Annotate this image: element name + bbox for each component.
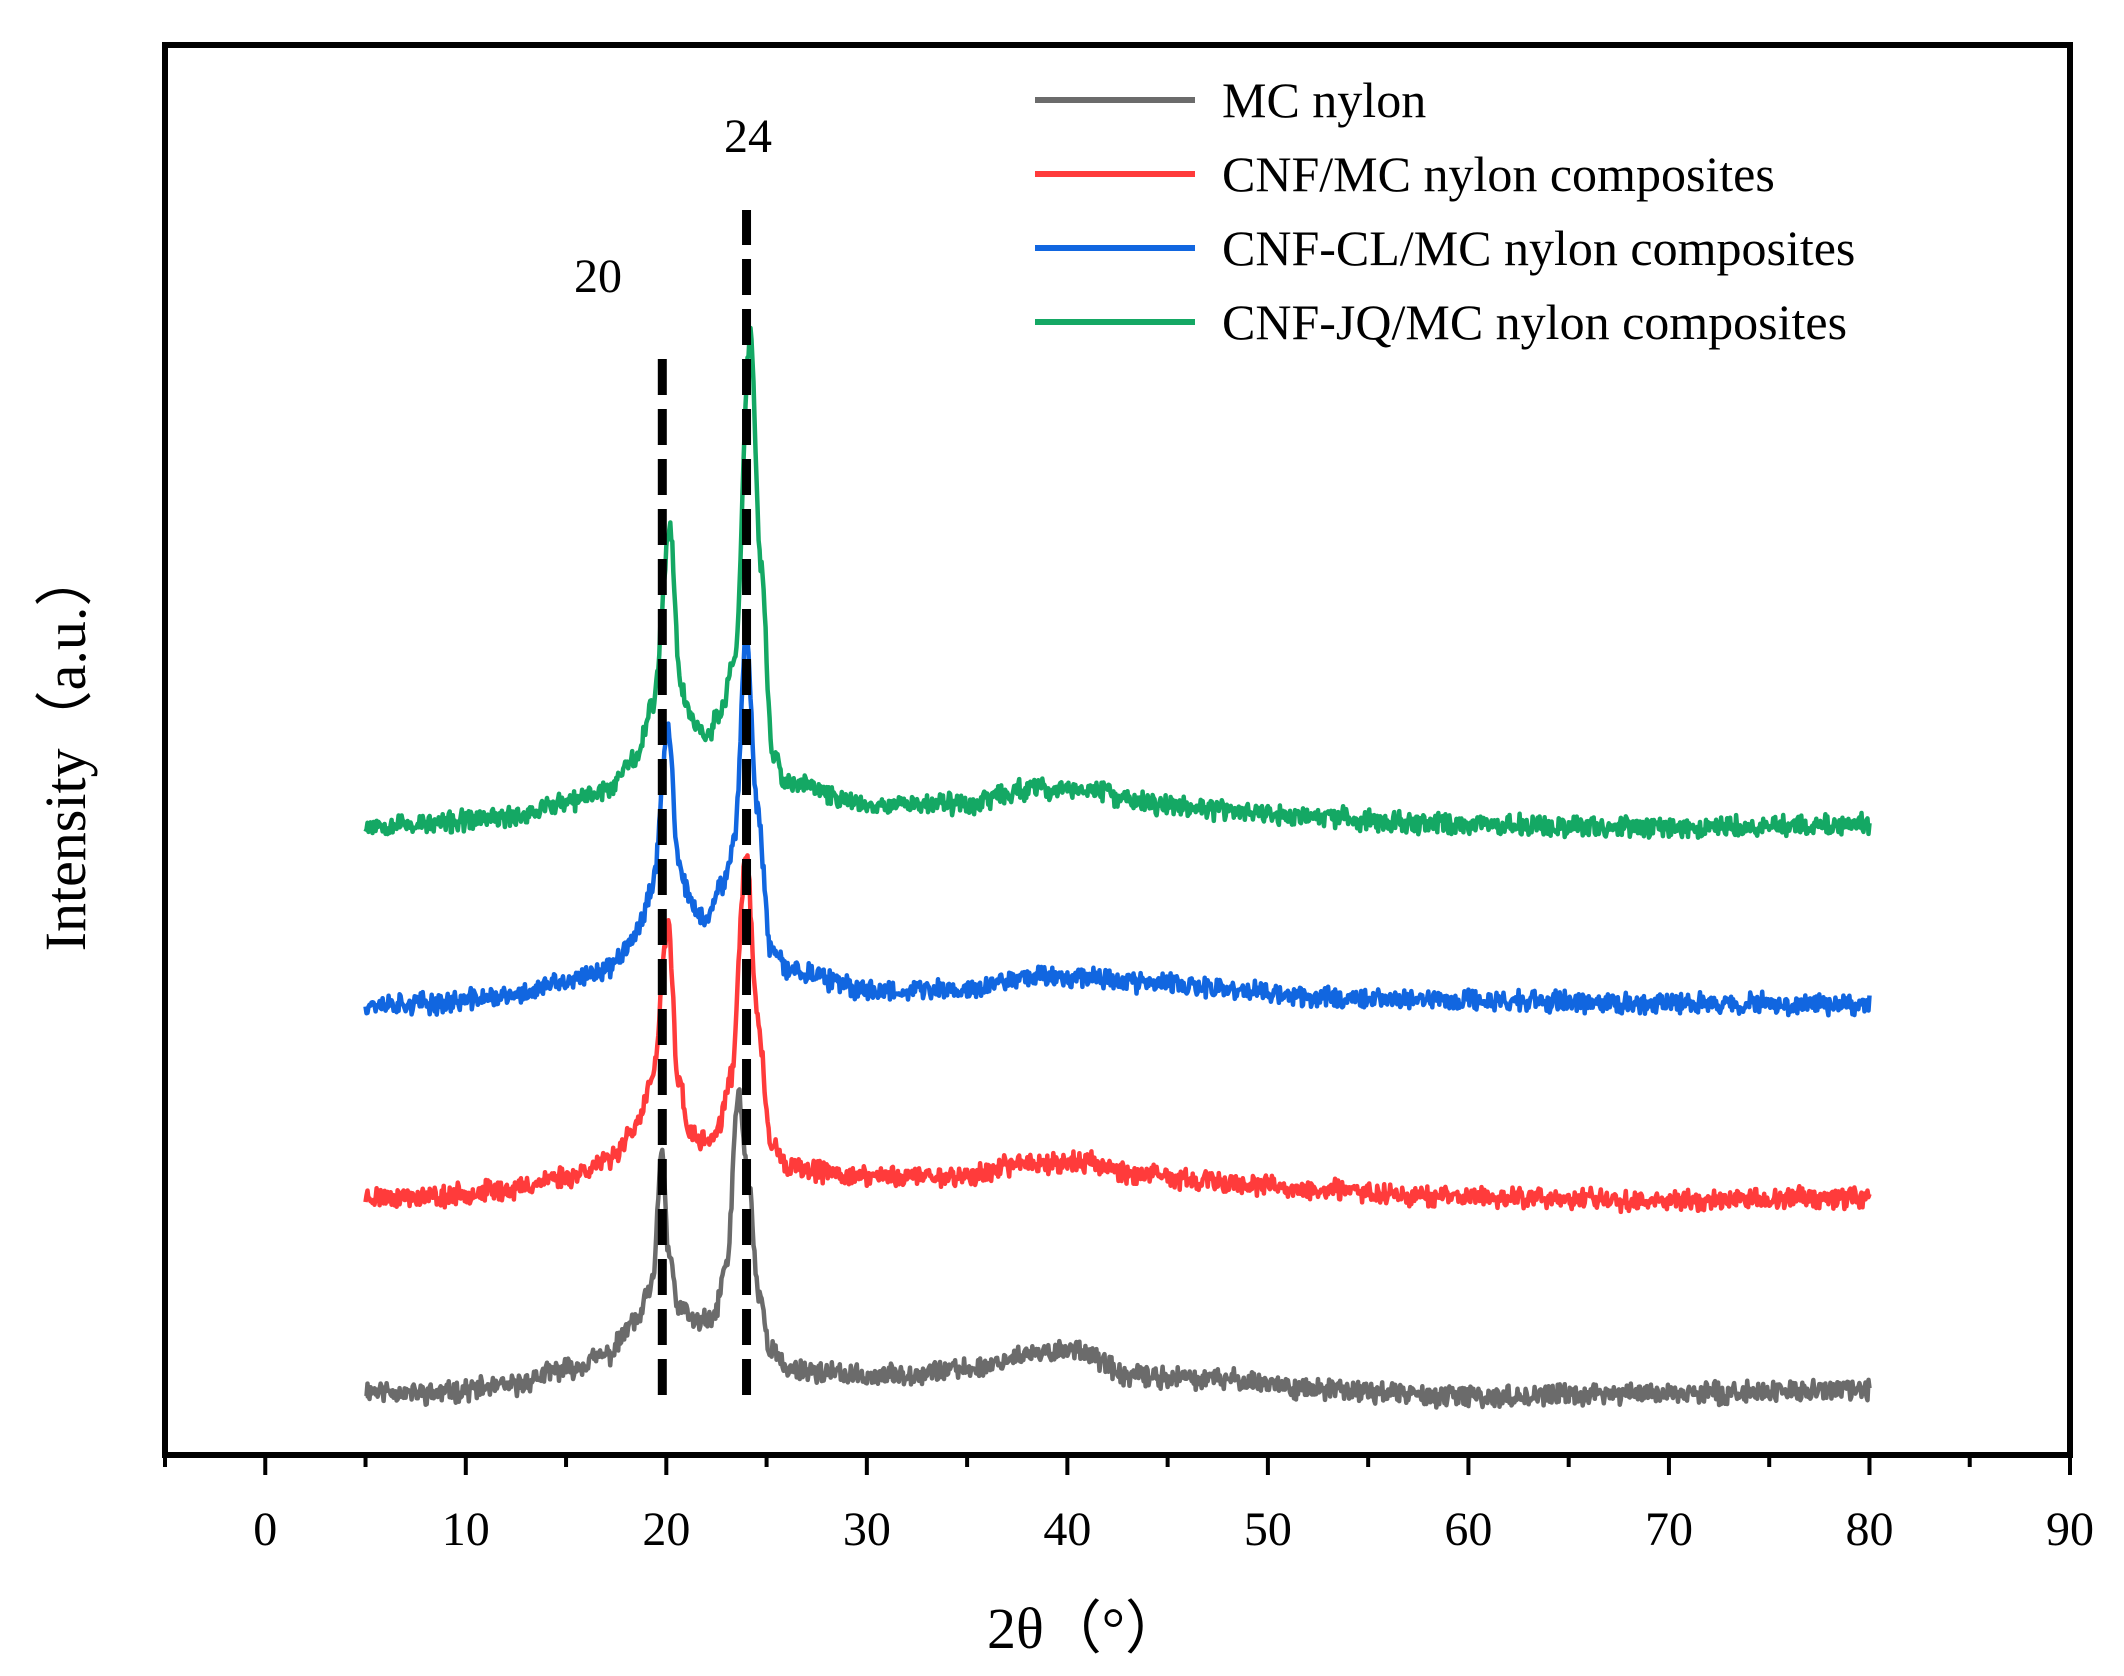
y-axis-title: Intensity（a.u.）: [33, 549, 98, 952]
peak-marker-label-20: 20: [574, 250, 622, 303]
legend-label-1: MC nylon: [1222, 72, 1426, 128]
x-tick-label: 20: [642, 1503, 690, 1556]
legend: MC nylon CNF/MC nylon composites CNF-CL/MC…: [1035, 72, 1855, 350]
peak-marker-label-24: 24: [724, 110, 772, 163]
plot-frame: [162, 42, 2073, 1458]
series-line-2: [363, 853, 1872, 1215]
x-tick-label: 0: [253, 1503, 277, 1556]
x-axis-ticks: 0 10 20 30 40 50 60 70 80 90: [163, 1455, 2094, 1556]
x-tick-label: 30: [843, 1503, 891, 1556]
x-tick-label: 80: [1845, 1503, 1893, 1556]
series-line-4: [363, 325, 1872, 840]
x-tick-label: 90: [2046, 1503, 2094, 1556]
legend-label-4: CNF-JQ/MC nylon composites: [1222, 294, 1847, 350]
x-tick-label: 40: [1043, 1503, 1091, 1556]
x-tick-label: 50: [1244, 1503, 1292, 1556]
legend-label-2: CNF/MC nylon composites: [1222, 146, 1775, 202]
series-line-3: [363, 631, 1872, 1018]
x-axis-title: 2θ（°）: [987, 1596, 1183, 1661]
x-tick-label: 60: [1444, 1503, 1492, 1556]
series-group: [363, 325, 1872, 1410]
series-line-1: [364, 1087, 1872, 1410]
x-tick-label: 10: [442, 1503, 490, 1556]
x-tick-label: 70: [1645, 1503, 1693, 1556]
legend-label-3: CNF-CL/MC nylon composites: [1222, 220, 1855, 276]
